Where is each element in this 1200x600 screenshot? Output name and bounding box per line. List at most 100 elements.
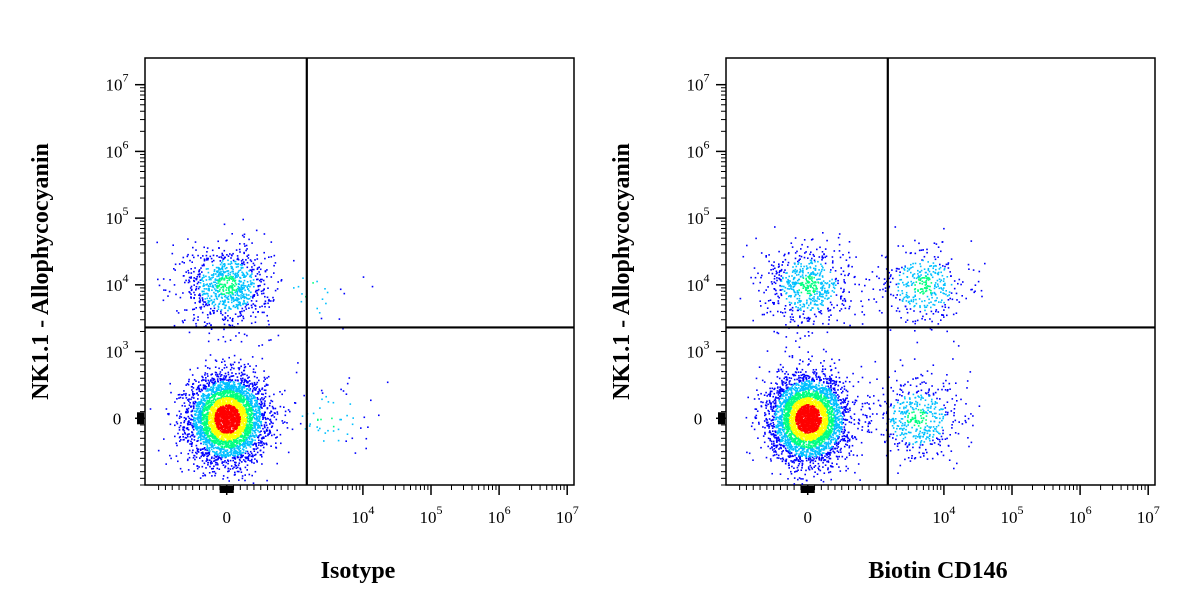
event-dot (244, 445, 247, 447)
event-dot (213, 470, 216, 473)
event-dot (204, 424, 206, 427)
event-dot (258, 431, 261, 433)
event-dot (239, 311, 241, 313)
event-dot (238, 368, 240, 371)
event-dot (191, 438, 193, 440)
event-dot (213, 444, 216, 446)
event-dot (232, 411, 234, 413)
event-dot (244, 379, 247, 382)
event-dot (215, 398, 217, 401)
event-dot (252, 371, 255, 373)
event-dot (242, 430, 244, 433)
event-dot (240, 430, 243, 433)
event-dot (241, 411, 244, 413)
event-dot (261, 305, 263, 308)
event-dot (211, 301, 214, 303)
event-dot (220, 378, 223, 381)
event-dot (223, 440, 225, 442)
event-dot (237, 380, 239, 382)
event-dot (210, 324, 212, 326)
event-dot (206, 422, 209, 424)
event-dot (227, 319, 229, 322)
event-dot (169, 382, 171, 385)
event-dot (197, 287, 200, 290)
event-dot (271, 425, 274, 427)
event-dot (252, 455, 254, 457)
event-dot (235, 303, 238, 306)
event-dot (230, 403, 232, 405)
event-dot (187, 422, 189, 425)
event-dot (223, 378, 226, 381)
event-dot (185, 271, 187, 273)
event-dot (212, 428, 214, 431)
event-dot (205, 288, 207, 290)
event-dot (179, 415, 181, 418)
event-dot (197, 316, 199, 318)
event-dot (181, 404, 184, 407)
event-dot (243, 243, 246, 245)
event-dot (222, 270, 224, 273)
event-dot (258, 266, 260, 269)
event-dot (225, 386, 227, 389)
event-dot (218, 426, 220, 428)
event-dot (255, 387, 257, 390)
event-dot (244, 434, 247, 437)
event-dot (185, 384, 187, 386)
event-dot (246, 248, 248, 250)
event-dot (179, 440, 181, 442)
event-dot (271, 434, 273, 437)
event-dot (217, 290, 219, 292)
event-dot (258, 279, 261, 282)
event-dot (270, 420, 272, 423)
event-dot (224, 382, 226, 385)
event-dot (186, 427, 189, 429)
event-dot (239, 243, 241, 245)
event-dot (220, 270, 222, 273)
event-dot (182, 321, 184, 324)
event-dot (252, 443, 254, 446)
event-dot (182, 428, 185, 431)
event-dot (250, 260, 253, 263)
event-dot (232, 422, 234, 425)
event-dot (230, 425, 232, 428)
event-dot (208, 472, 211, 474)
event-dot (227, 470, 229, 473)
event-dot (236, 439, 239, 442)
event-dot (213, 420, 215, 423)
event-dot (238, 448, 241, 451)
event-dot (194, 302, 196, 304)
event-dot (253, 397, 255, 399)
event-dot (264, 300, 267, 302)
event-dot (268, 298, 270, 301)
event-dot (222, 300, 224, 302)
event-dot (205, 413, 208, 416)
event-dot (225, 411, 228, 413)
event-dot (250, 304, 253, 307)
event-dot (263, 403, 266, 405)
event-dot (207, 403, 209, 405)
event-dot (238, 361, 240, 364)
event-dot (256, 292, 258, 295)
event-dot (198, 276, 201, 278)
event-dot (214, 401, 216, 404)
event-dot (222, 319, 225, 321)
event-dot (221, 454, 224, 456)
event-dot (236, 389, 238, 391)
event-dot (191, 389, 193, 391)
event-dot (219, 375, 222, 377)
event-dot (187, 435, 189, 438)
event-dot (244, 245, 246, 247)
event-dot (205, 279, 208, 281)
event-dot (249, 413, 252, 416)
event-dot (210, 457, 213, 460)
event-dot (245, 397, 248, 400)
event-dot (262, 398, 264, 401)
event-dot (227, 391, 229, 394)
event-dot (243, 424, 245, 426)
event-dot (210, 328, 213, 330)
event-dot (245, 441, 247, 443)
event-dot (223, 323, 226, 326)
event-dot (252, 297, 254, 299)
event-dot (235, 445, 238, 448)
event-dot (243, 439, 246, 441)
